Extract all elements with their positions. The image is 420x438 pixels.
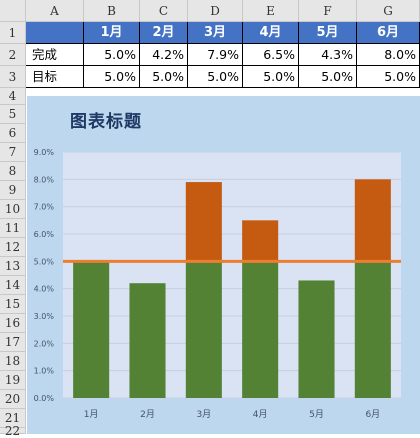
row-header-14[interactable]: 14: [0, 276, 26, 295]
cell-d2[interactable]: 7.9%: [188, 44, 243, 66]
cell-a3[interactable]: 目标: [26, 66, 84, 88]
bar-base-5: [298, 280, 335, 398]
cell-d1[interactable]: 3月: [188, 22, 243, 44]
cell-b2[interactable]: 5.0%: [84, 44, 140, 66]
cell-a2[interactable]: 完成: [26, 44, 84, 66]
cell-f3[interactable]: 5.0%: [299, 66, 357, 88]
cell-d3[interactable]: 5.0%: [188, 66, 243, 88]
y-tick-label: 4.0%: [34, 285, 55, 294]
y-tick-label: 3.0%: [34, 312, 55, 321]
column-header-e[interactable]: E: [243, 0, 299, 22]
row-header-18[interactable]: 18: [0, 352, 26, 371]
y-tick-label: 5.0%: [34, 257, 55, 266]
row-header-3[interactable]: 3: [0, 66, 26, 88]
plot-area: [63, 152, 401, 398]
bar-excess-4: [242, 220, 279, 262]
cell-g1[interactable]: 6月: [357, 22, 420, 44]
bar-excess-3: [185, 182, 222, 262]
row-header-8[interactable]: 8: [0, 162, 26, 181]
row-header-17[interactable]: 17: [0, 333, 26, 352]
bar-base-3: [185, 261, 222, 398]
bar-base-4: [242, 261, 279, 398]
y-tick-label: 2.0%: [34, 339, 55, 348]
row-header-5[interactable]: 5: [0, 105, 26, 124]
row-header-21[interactable]: 21: [0, 409, 26, 428]
y-tick-label: 7.0%: [34, 203, 55, 212]
bar-base-6: [354, 261, 391, 398]
column-header-c[interactable]: C: [140, 0, 188, 22]
cell-c3[interactable]: 5.0%: [140, 66, 188, 88]
x-tick-label: 4月: [253, 409, 268, 420]
cell-f1[interactable]: 5月: [299, 22, 357, 44]
x-tick-label: 1月: [84, 409, 99, 420]
row-header-12[interactable]: 12: [0, 238, 26, 257]
column-header-a[interactable]: A: [26, 0, 84, 22]
row-header-6[interactable]: 6: [0, 124, 26, 143]
x-tick-label: 3月: [196, 409, 211, 420]
bar-base-2: [129, 283, 166, 398]
row-header-7[interactable]: 7: [0, 143, 26, 162]
y-tick-label: 0.0%: [34, 394, 55, 403]
cell-c2[interactable]: 4.2%: [140, 44, 188, 66]
y-tick-label: 1.0%: [34, 367, 55, 376]
cell-e1[interactable]: 4月: [243, 22, 299, 44]
chart-title[interactable]: 图表标题: [70, 112, 142, 132]
row-header-4[interactable]: 4: [0, 88, 26, 105]
row-header-13[interactable]: 13: [0, 257, 26, 276]
row-header-16[interactable]: 16: [0, 314, 26, 333]
row-header-20[interactable]: 20: [0, 390, 26, 409]
cell-a1[interactable]: [26, 22, 84, 44]
x-tick-label: 2月: [140, 409, 155, 420]
cell-b1[interactable]: 1月: [84, 22, 140, 44]
cell-e3[interactable]: 5.0%: [243, 66, 299, 88]
y-tick-label: 6.0%: [34, 230, 55, 239]
row-header-11[interactable]: 11: [0, 219, 26, 238]
cell-c1[interactable]: 2月: [140, 22, 188, 44]
row-header-15[interactable]: 15: [0, 295, 26, 314]
bar-base-1: [73, 261, 110, 398]
cell-f2[interactable]: 4.3%: [299, 44, 357, 66]
row-header-1[interactable]: 1: [0, 22, 26, 44]
cell-b3[interactable]: 5.0%: [84, 66, 140, 88]
x-tick-label: 5月: [309, 409, 324, 420]
y-tick-label: 8.0%: [34, 175, 55, 184]
x-tick-label: 6月: [365, 409, 380, 420]
column-header-f[interactable]: F: [299, 0, 357, 22]
cell-e2[interactable]: 6.5%: [243, 44, 299, 66]
column-header-d[interactable]: D: [188, 0, 243, 22]
row-header-2[interactable]: 2: [0, 44, 26, 66]
row-header-19[interactable]: 19: [0, 371, 26, 390]
select-all-corner[interactable]: [0, 0, 26, 22]
column-header-b[interactable]: B: [84, 0, 140, 22]
y-tick-label: 9.0%: [34, 148, 55, 157]
row-header-10[interactable]: 10: [0, 200, 26, 219]
bar-excess-6: [354, 179, 391, 262]
row-header-9[interactable]: 9: [0, 181, 26, 200]
